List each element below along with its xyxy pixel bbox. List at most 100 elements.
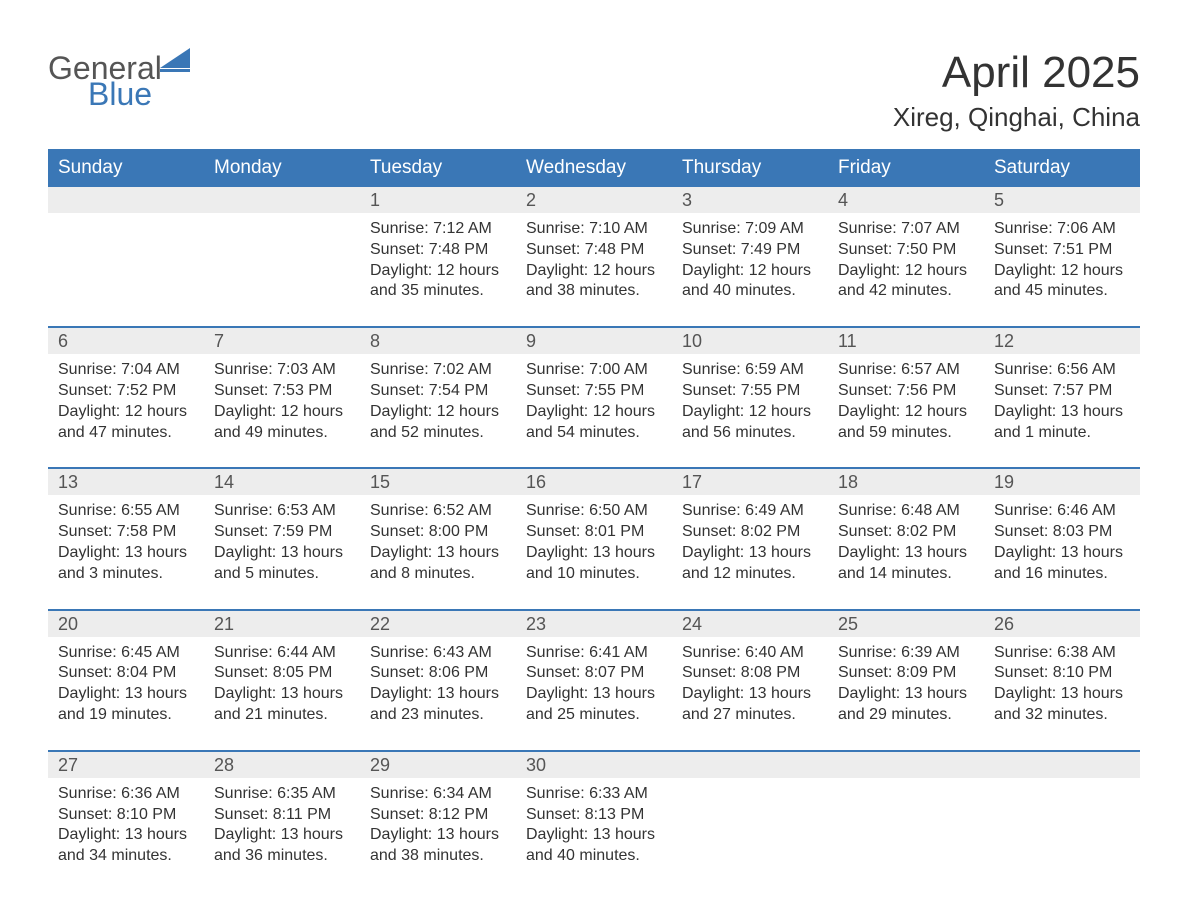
day-info-line: Sunset: 7:55 PM [682,381,818,402]
day-number: 8 [360,328,516,354]
day-info-line: Daylight: 13 hours [214,825,350,846]
day-info-line: Daylight: 13 hours [682,543,818,564]
day-info-line: and 52 minutes. [370,423,506,444]
day-cell: Sunrise: 6:48 AMSunset: 8:02 PMDaylight:… [828,495,984,594]
day-cell: Sunrise: 7:00 AMSunset: 7:55 PMDaylight:… [516,354,672,453]
day-number-row: 6789101112 [48,328,1140,354]
day-info-line: Sunset: 8:01 PM [526,522,662,543]
day-info-line: Sunset: 8:02 PM [838,522,974,543]
day-info-line: and 49 minutes. [214,423,350,444]
day-info-line: Sunrise: 7:03 AM [214,360,350,381]
day-info-line: Sunset: 8:08 PM [682,663,818,684]
day-header-row: Sunday Monday Tuesday Wednesday Thursday… [48,149,1140,187]
day-cell: Sunrise: 6:52 AMSunset: 8:00 PMDaylight:… [360,495,516,594]
day-number: 7 [204,328,360,354]
day-info-line: Sunset: 7:59 PM [214,522,350,543]
day-number: 10 [672,328,828,354]
day-number: 21 [204,611,360,637]
day-info-line: Daylight: 13 hours [838,684,974,705]
day-cell: Sunrise: 6:35 AMSunset: 8:11 PMDaylight:… [204,778,360,877]
day-info-line: Sunset: 7:49 PM [682,240,818,261]
logo-word-blue: Blue [88,78,194,110]
day-cell: Sunrise: 6:44 AMSunset: 8:05 PMDaylight:… [204,637,360,736]
day-number: 30 [516,752,672,778]
day-cell: Sunrise: 6:50 AMSunset: 8:01 PMDaylight:… [516,495,672,594]
day-info-line: Sunrise: 7:00 AM [526,360,662,381]
day-info-line: Daylight: 13 hours [526,684,662,705]
day-info-line: and 10 minutes. [526,564,662,585]
day-number: 22 [360,611,516,637]
day-cell: Sunrise: 6:34 AMSunset: 8:12 PMDaylight:… [360,778,516,877]
day-cell: Sunrise: 6:41 AMSunset: 8:07 PMDaylight:… [516,637,672,736]
day-cell [672,778,828,877]
day-cell [48,213,204,312]
day-info-line: Sunset: 8:07 PM [526,663,662,684]
day-info-line: and 19 minutes. [58,705,194,726]
day-cell: Sunrise: 7:07 AMSunset: 7:50 PMDaylight:… [828,213,984,312]
day-info-line: Sunrise: 6:59 AM [682,360,818,381]
day-info-line: Sunrise: 6:48 AM [838,501,974,522]
day-info-line: Sunrise: 7:09 AM [682,219,818,240]
day-number: 1 [360,187,516,213]
day-cell: Sunrise: 6:46 AMSunset: 8:03 PMDaylight:… [984,495,1140,594]
day-info-line: and 12 minutes. [682,564,818,585]
week-row: 20212223242526Sunrise: 6:45 AMSunset: 8:… [48,609,1140,736]
day-info-line: and 47 minutes. [58,423,194,444]
day-info-line: Daylight: 13 hours [526,543,662,564]
day-info-line: Sunset: 8:09 PM [838,663,974,684]
day-info-line: Sunset: 7:55 PM [526,381,662,402]
day-number: 23 [516,611,672,637]
calendar: Sunday Monday Tuesday Wednesday Thursday… [48,149,1140,877]
day-info-line: Daylight: 12 hours [838,261,974,282]
day-info-line: Sunrise: 6:39 AM [838,643,974,664]
day-cell: Sunrise: 7:03 AMSunset: 7:53 PMDaylight:… [204,354,360,453]
day-number: 11 [828,328,984,354]
day-number: 17 [672,469,828,495]
day-info-line: Daylight: 13 hours [370,684,506,705]
day-info-line: Sunrise: 6:41 AM [526,643,662,664]
day-info-line: Sunrise: 6:33 AM [526,784,662,805]
day-number [48,187,204,213]
day-info-line: Sunrise: 7:10 AM [526,219,662,240]
day-number-row: 20212223242526 [48,611,1140,637]
day-info-line: Sunset: 7:58 PM [58,522,194,543]
logo: General Blue [48,52,194,110]
day-info-line: and 45 minutes. [994,281,1130,302]
day-cell: Sunrise: 7:12 AMSunset: 7:48 PMDaylight:… [360,213,516,312]
day-number: 13 [48,469,204,495]
day-info-line: Sunset: 8:05 PM [214,663,350,684]
day-cell: Sunrise: 6:57 AMSunset: 7:56 PMDaylight:… [828,354,984,453]
day-info-line: Sunset: 7:48 PM [370,240,506,261]
day-cell [984,778,1140,877]
day-info-line: Sunset: 8:12 PM [370,805,506,826]
day-cell: Sunrise: 6:59 AMSunset: 7:55 PMDaylight:… [672,354,828,453]
day-info-line: and 59 minutes. [838,423,974,444]
day-info-line: Sunrise: 7:02 AM [370,360,506,381]
day-cell: Sunrise: 7:06 AMSunset: 7:51 PMDaylight:… [984,213,1140,312]
day-info-line: Daylight: 12 hours [526,261,662,282]
day-info-line: Daylight: 13 hours [370,543,506,564]
day-cell: Sunrise: 6:49 AMSunset: 8:02 PMDaylight:… [672,495,828,594]
day-info-line: Daylight: 13 hours [994,402,1130,423]
day-info-line: Sunset: 8:00 PM [370,522,506,543]
week-row: 27282930Sunrise: 6:36 AMSunset: 8:10 PMD… [48,750,1140,877]
day-info-line: Sunset: 8:04 PM [58,663,194,684]
day-number: 15 [360,469,516,495]
day-info-line: and 27 minutes. [682,705,818,726]
day-info-line: Sunset: 7:48 PM [526,240,662,261]
day-info-line: Daylight: 12 hours [370,402,506,423]
day-cell: Sunrise: 7:02 AMSunset: 7:54 PMDaylight:… [360,354,516,453]
day-number: 19 [984,469,1140,495]
day-info-line: Sunrise: 6:55 AM [58,501,194,522]
day-info-line: Sunrise: 6:49 AM [682,501,818,522]
day-info-line: Daylight: 13 hours [214,543,350,564]
day-cell: Sunrise: 7:09 AMSunset: 7:49 PMDaylight:… [672,213,828,312]
day-number: 3 [672,187,828,213]
day-info-line: Daylight: 13 hours [214,684,350,705]
day-cell: Sunrise: 6:38 AMSunset: 8:10 PMDaylight:… [984,637,1140,736]
day-number: 2 [516,187,672,213]
day-info-line: Sunrise: 6:40 AM [682,643,818,664]
dayhead-friday: Friday [828,149,984,187]
title-block: April 2025 Xireg, Qinghai, China [893,48,1140,133]
day-info-line: Sunset: 7:53 PM [214,381,350,402]
